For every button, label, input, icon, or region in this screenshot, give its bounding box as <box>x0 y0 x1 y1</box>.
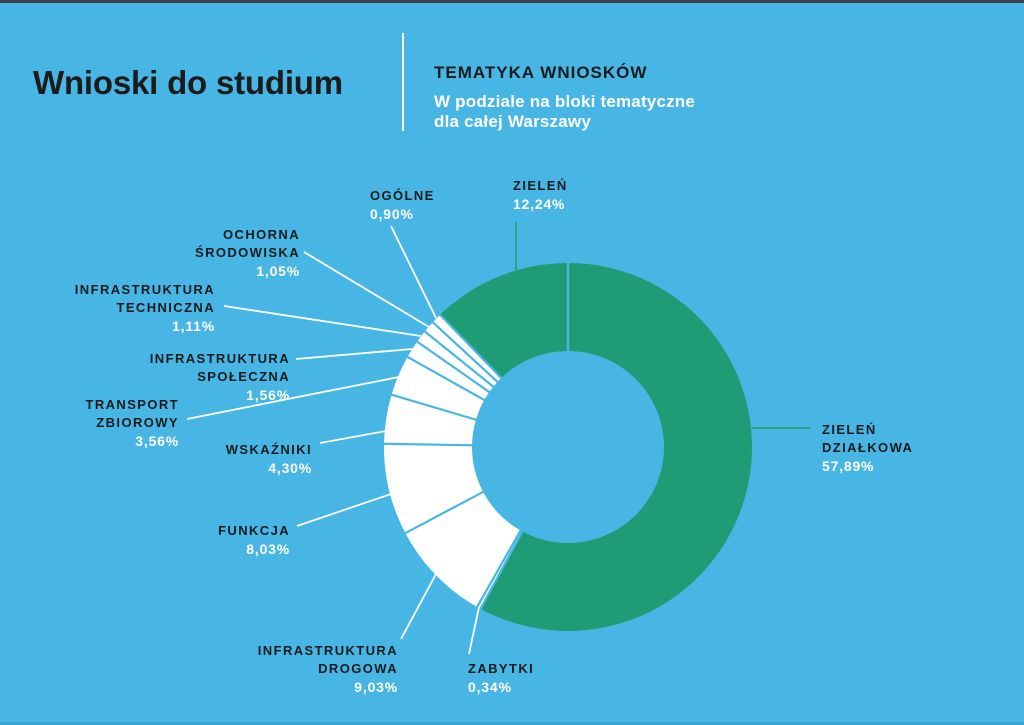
segment-ogolne <box>432 314 502 382</box>
chart-subtitle-line2: dla całej Warszawy <box>434 112 591 131</box>
segment-zielen-dzialkowa <box>480 263 752 631</box>
segment-separator-3 <box>404 490 485 535</box>
segment-transport-zbiorowy <box>391 356 485 420</box>
bottom-border <box>0 722 1024 725</box>
leader-line-ochorna-srodowiska <box>303 251 430 328</box>
leader-line-transport-zbiorowy <box>186 376 400 420</box>
leader-line-infrastruktura-spoleczna <box>295 348 413 360</box>
leader-line-zabytki <box>468 606 480 655</box>
segment-wskazniki <box>384 394 476 446</box>
chart-title: TEMATYKA WNIOSKÓW <box>434 63 648 82</box>
leader-line-ogolne <box>390 225 437 319</box>
segment-separator-4 <box>383 442 473 447</box>
segment-separator-1 <box>479 530 524 610</box>
leader-line-infrastruktura-techniczna <box>223 305 422 337</box>
segment-separator-2 <box>475 529 522 608</box>
segment-separator-10 <box>438 313 503 380</box>
header-divider <box>402 33 404 131</box>
leader-line-wskazniki <box>319 430 387 444</box>
segment-separator-5 <box>390 393 477 421</box>
segment-zielen <box>440 263 568 379</box>
segment-infrastruktura-drogowa <box>405 491 521 607</box>
segment-infrastruktura-techniczna <box>417 331 494 393</box>
segment-separator-9 <box>431 321 499 384</box>
leader-line-infrastruktura-drogowa <box>400 573 437 640</box>
segment-separator-6 <box>406 355 486 402</box>
leader-line-funkcja <box>296 493 392 527</box>
page-title: Wnioski do studium <box>33 64 343 101</box>
top-border <box>0 0 1024 3</box>
segment-funkcja <box>384 443 484 534</box>
chart-subtitle-line1: W podziale na bloki tematyczne <box>434 92 696 111</box>
segment-separator-8 <box>423 330 495 388</box>
segment-ochorna-srodowiska <box>424 322 498 387</box>
segment-infrastruktura-spoleczna <box>407 341 490 400</box>
segment-separator-7 <box>416 340 491 394</box>
